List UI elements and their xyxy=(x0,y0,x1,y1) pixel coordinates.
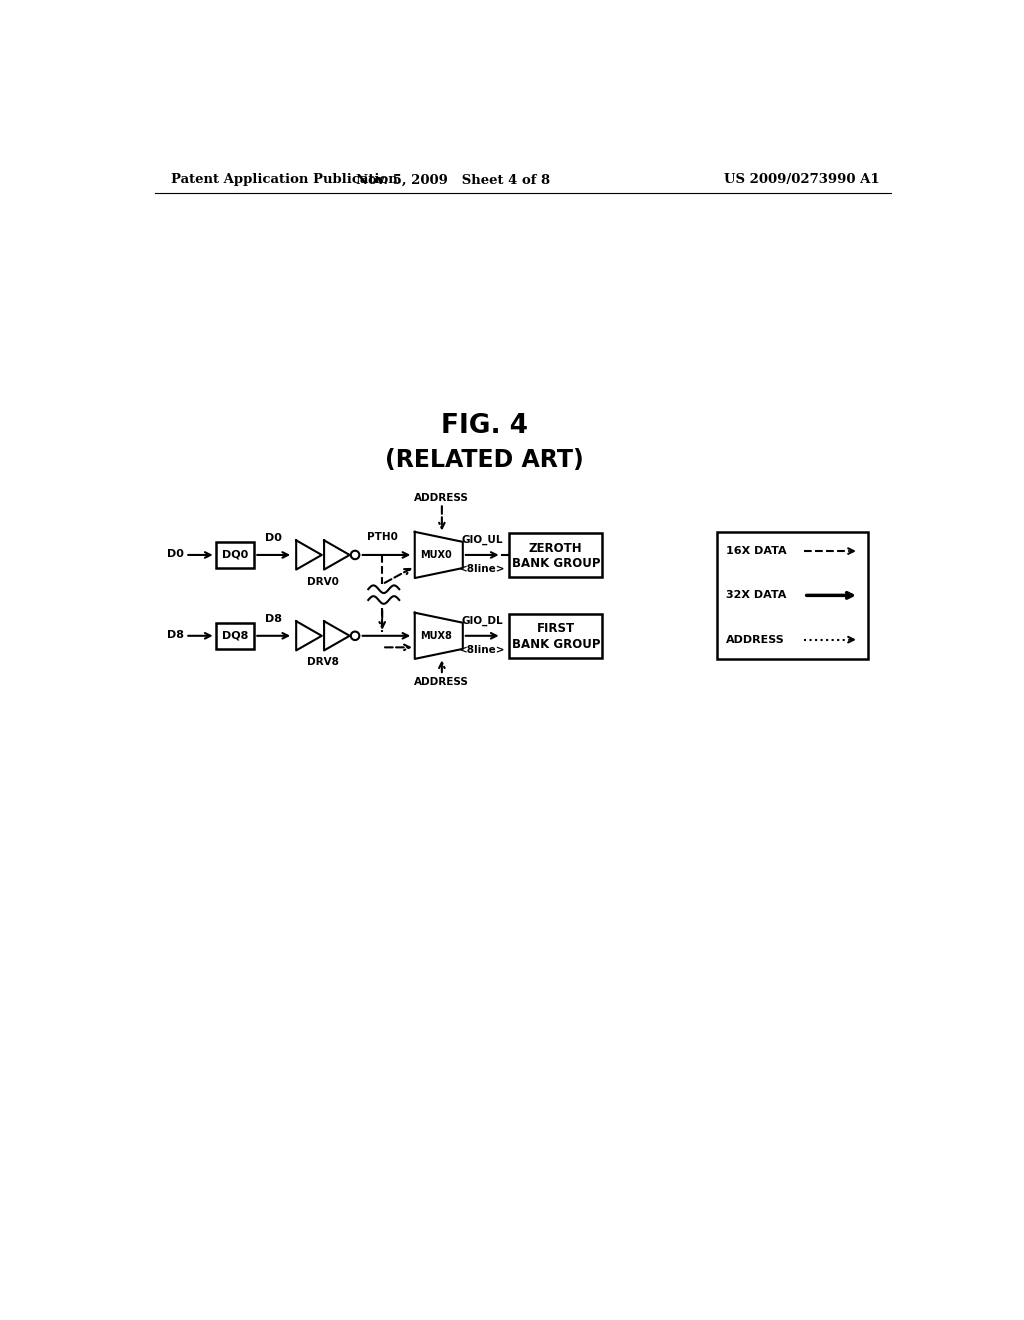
Text: DQ8: DQ8 xyxy=(222,631,248,640)
FancyBboxPatch shape xyxy=(509,614,602,657)
FancyBboxPatch shape xyxy=(717,532,868,659)
Text: ADDRESS: ADDRESS xyxy=(415,492,469,503)
Polygon shape xyxy=(324,622,349,651)
Text: ZEROTH: ZEROTH xyxy=(529,541,583,554)
Text: (RELATED ART): (RELATED ART) xyxy=(385,449,584,473)
Text: ADDRESS: ADDRESS xyxy=(726,635,785,644)
Text: Nov. 5, 2009   Sheet 4 of 8: Nov. 5, 2009 Sheet 4 of 8 xyxy=(356,173,551,186)
Text: GIO_UL: GIO_UL xyxy=(462,535,503,545)
Text: FIRST: FIRST xyxy=(537,622,574,635)
Text: BANK GROUP: BANK GROUP xyxy=(512,638,600,651)
Text: Patent Application Publication: Patent Application Publication xyxy=(171,173,397,186)
Text: DRV0: DRV0 xyxy=(307,577,339,586)
Text: MUX8: MUX8 xyxy=(421,631,453,640)
Text: 16X DATA: 16X DATA xyxy=(726,546,786,556)
FancyBboxPatch shape xyxy=(216,623,254,648)
Polygon shape xyxy=(296,622,322,651)
Text: DQ0: DQ0 xyxy=(222,550,248,560)
Text: ADDRESS: ADDRESS xyxy=(415,677,469,686)
FancyBboxPatch shape xyxy=(216,543,254,568)
Text: BANK GROUP: BANK GROUP xyxy=(512,557,600,570)
Text: D0: D0 xyxy=(265,533,283,544)
Text: MUX0: MUX0 xyxy=(421,550,453,560)
Text: GIO_DL: GIO_DL xyxy=(462,615,503,626)
Text: DRV8: DRV8 xyxy=(307,657,339,668)
Polygon shape xyxy=(296,540,322,570)
FancyBboxPatch shape xyxy=(509,533,602,577)
Text: D8: D8 xyxy=(167,630,183,640)
Polygon shape xyxy=(415,612,463,659)
Text: 32X DATA: 32X DATA xyxy=(726,590,786,601)
Polygon shape xyxy=(324,540,349,570)
Text: <8line>: <8line> xyxy=(459,645,506,655)
Text: D0: D0 xyxy=(167,549,183,560)
Text: PTH0: PTH0 xyxy=(367,532,397,543)
Polygon shape xyxy=(415,532,463,578)
Text: FIG. 4: FIG. 4 xyxy=(441,413,528,440)
Text: D8: D8 xyxy=(265,614,283,624)
Text: <8line>: <8line> xyxy=(459,564,506,574)
Text: US 2009/0273990 A1: US 2009/0273990 A1 xyxy=(724,173,880,186)
